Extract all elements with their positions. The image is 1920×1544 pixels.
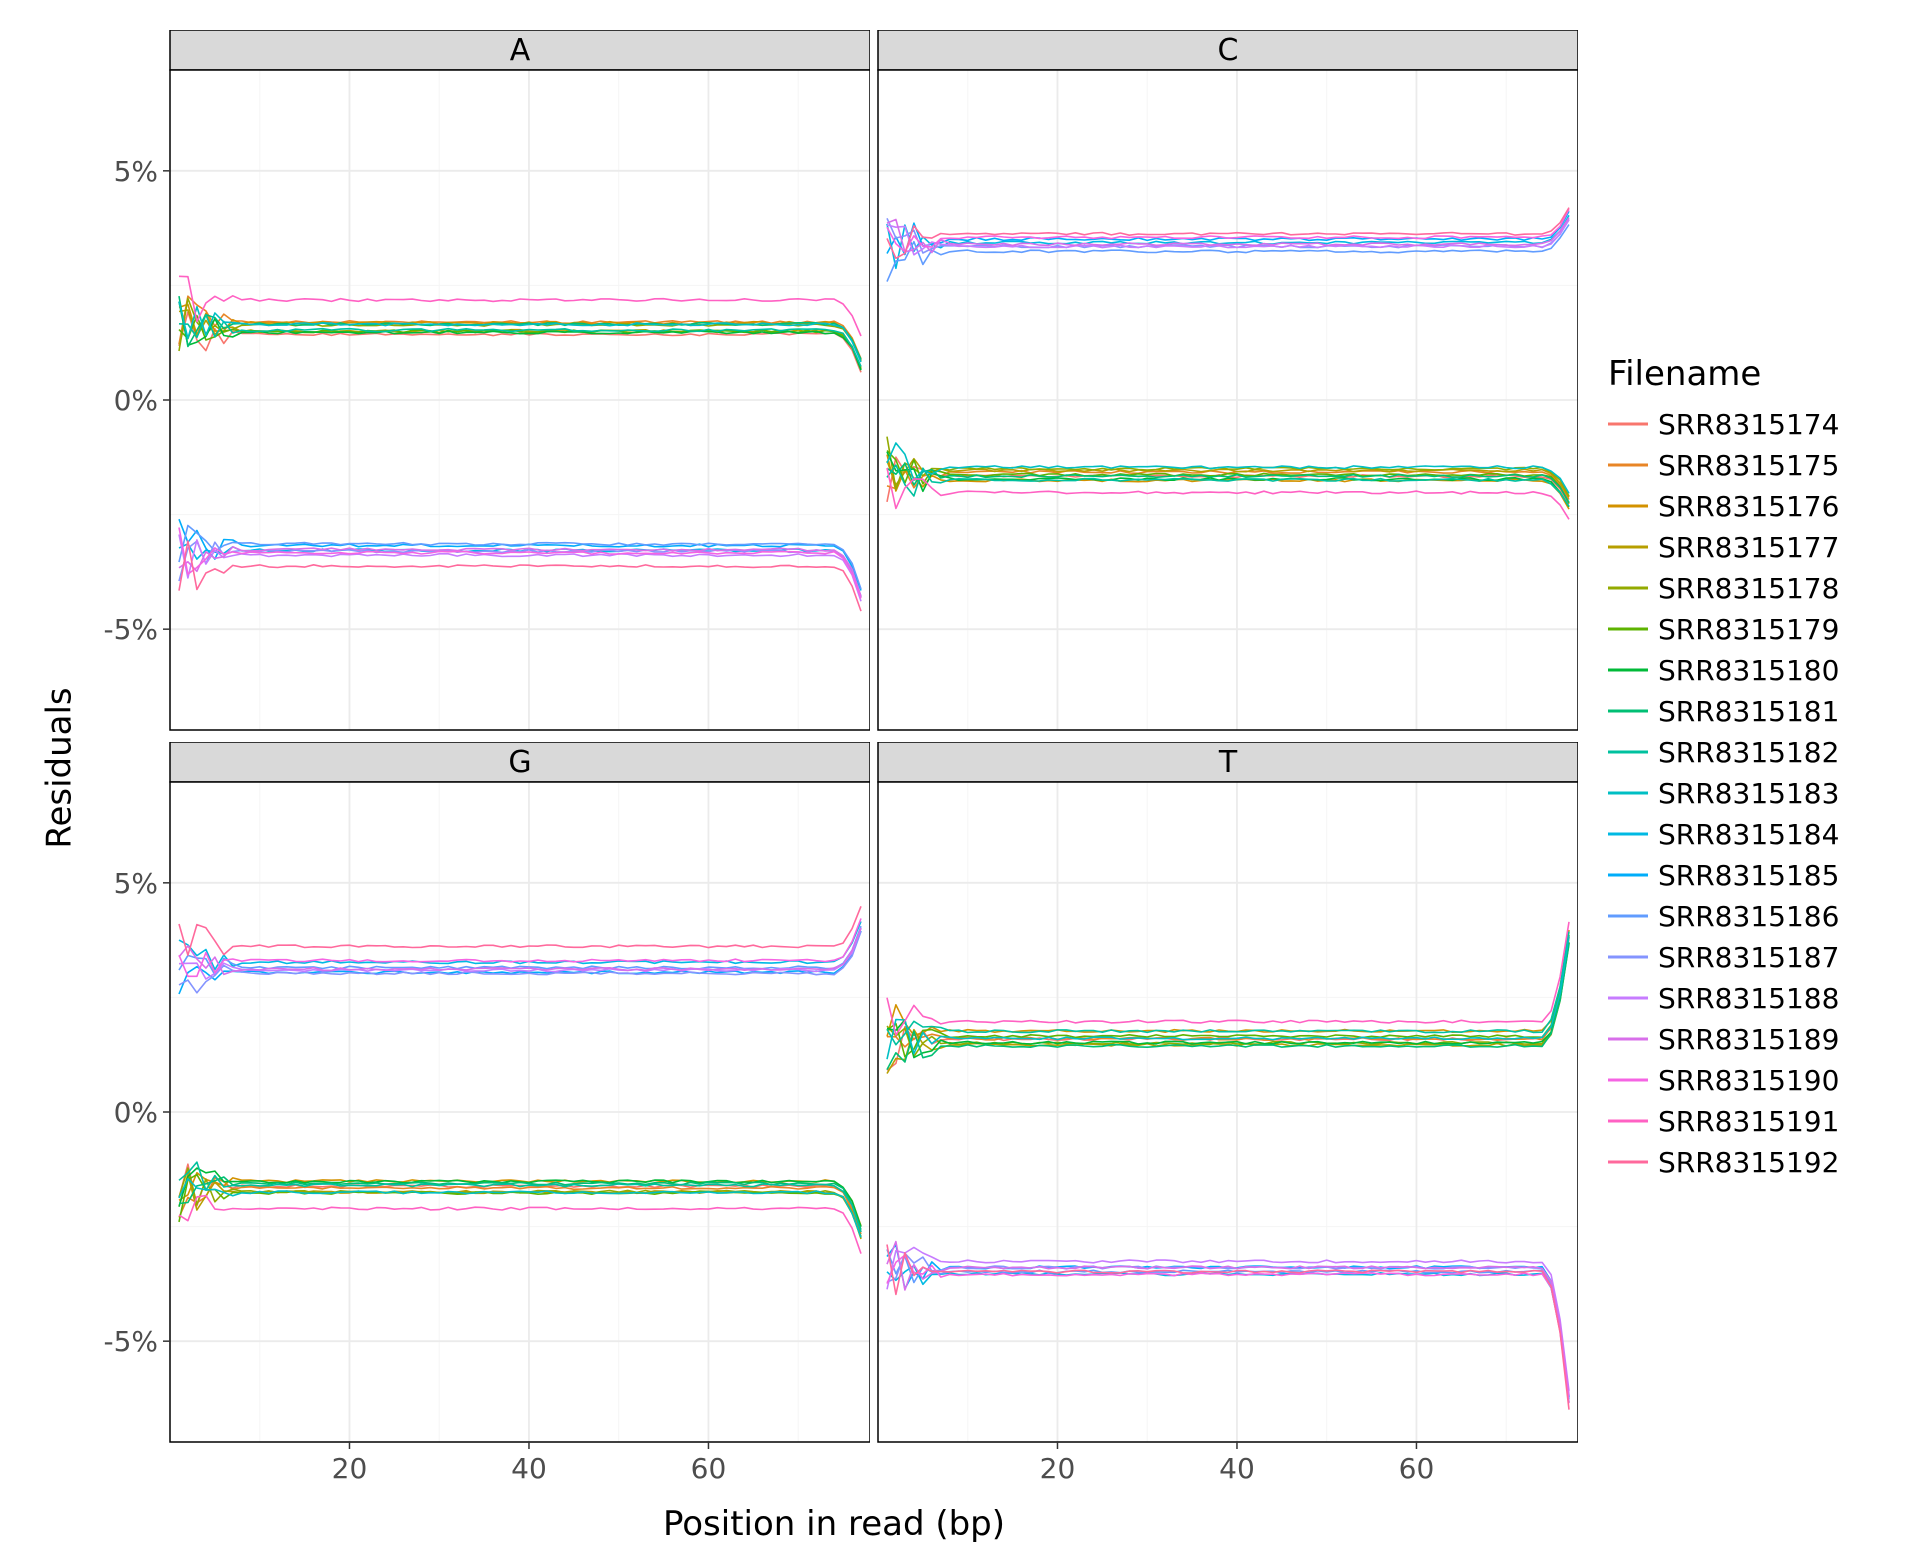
legend-key-icon <box>1608 697 1648 725</box>
x-tick-label: 40 <box>511 1452 547 1485</box>
legend-key-icon <box>1608 943 1648 971</box>
legend: Filename SRR8315174SRR8315175SRR8315176S… <box>1578 30 1839 1506</box>
legend-key-icon <box>1608 574 1648 602</box>
legend-key-icon <box>1608 779 1648 807</box>
legend-item: SRR8315189 <box>1608 1019 1839 1060</box>
legend-label: SRR8315191 <box>1658 1105 1839 1138</box>
legend-key-icon <box>1608 1148 1648 1176</box>
legend-item: SRR8315183 <box>1608 773 1839 814</box>
legend-key-icon <box>1608 1066 1648 1094</box>
legend-key-icon <box>1608 861 1648 889</box>
plot-column: A-5%0%5%CG-5%0%5%204060T204060 Position … <box>90 30 1578 1506</box>
legend-label: SRR8315189 <box>1658 1023 1839 1056</box>
strip-label: T <box>1218 745 1238 780</box>
legend-item: SRR8315174 <box>1608 404 1839 445</box>
legend-label: SRR8315183 <box>1658 777 1839 810</box>
legend-key-icon <box>1608 1025 1648 1053</box>
legend-label: SRR8315177 <box>1658 531 1839 564</box>
legend-label: SRR8315180 <box>1658 654 1839 687</box>
y-tick-label: -5% <box>103 1325 158 1358</box>
legend-key-icon <box>1608 492 1648 520</box>
y-tick-label: 0% <box>114 384 158 417</box>
ylab-text: Residuals <box>40 687 80 848</box>
facet-panel-T: T 20 40 60 <box>870 742 1578 1492</box>
y-axis-label: Residuals <box>30 30 90 1506</box>
legend-key-icon <box>1608 984 1648 1012</box>
legend-item: SRR8315184 <box>1608 814 1839 855</box>
x-tick-label: 60 <box>691 1452 727 1485</box>
legend-item: SRR8315187 <box>1608 937 1839 978</box>
legend-item: SRR8315178 <box>1608 568 1839 609</box>
legend-label: SRR8315181 <box>1658 695 1839 728</box>
facet-panel-G: G -5% 0% 5% 20 40 60 <box>90 742 870 1492</box>
legend-item: SRR8315179 <box>1608 609 1839 650</box>
facet-panel-A: A -5% 0% 5% <box>90 30 870 738</box>
legend-label: SRR8315179 <box>1658 613 1839 646</box>
legend-label: SRR8315186 <box>1658 900 1839 933</box>
legend-label: SRR8315174 <box>1658 408 1839 441</box>
legend-item: SRR8315175 <box>1608 445 1839 486</box>
legend-label: SRR8315185 <box>1658 859 1839 892</box>
x-tick-label: 60 <box>1399 1452 1435 1485</box>
legend-label: SRR8315190 <box>1658 1064 1839 1097</box>
strip-label: C <box>1218 33 1239 68</box>
legend-label: SRR8315187 <box>1658 941 1839 974</box>
legend-key-icon <box>1608 902 1648 930</box>
legend-key-icon <box>1608 1107 1648 1135</box>
legend-key-icon <box>1608 820 1648 848</box>
legend-item: SRR8315180 <box>1608 650 1839 691</box>
legend-item: SRR8315188 <box>1608 978 1839 1019</box>
legend-item: SRR8315182 <box>1608 732 1839 773</box>
legend-key-icon <box>1608 533 1648 561</box>
legend-key-icon <box>1608 738 1648 766</box>
legend-item: SRR8315186 <box>1608 896 1839 937</box>
legend-item: SRR8315185 <box>1608 855 1839 896</box>
legend-label: SRR8315192 <box>1658 1146 1839 1179</box>
y-tick-label: 5% <box>114 867 158 900</box>
legend-label: SRR8315188 <box>1658 982 1839 1015</box>
strip-label: G <box>508 745 531 780</box>
facet-panel-C: C <box>870 30 1578 738</box>
facet-grid: A -5% 0% 5% C G -5% 0% 5% 20 40 60 T 20 40 60 <box>90 30 1578 1496</box>
legend-label: SRR8315176 <box>1658 490 1839 523</box>
x-tick-label: 20 <box>332 1452 368 1485</box>
y-tick-label: 0% <box>114 1096 158 1129</box>
legend-key-icon <box>1608 451 1648 479</box>
legend-label: SRR8315175 <box>1658 449 1839 482</box>
legend-item: SRR8315192 <box>1608 1142 1839 1183</box>
legend-label: SRR8315182 <box>1658 736 1839 769</box>
y-tick-label: 5% <box>114 155 158 188</box>
legend-label: SRR8315178 <box>1658 572 1839 605</box>
legend-items: SRR8315174 SRR8315175 SRR8315176 SRR8315177… <box>1608 404 1839 1183</box>
legend-key-icon <box>1608 410 1648 438</box>
legend-item: SRR8315177 <box>1608 527 1839 568</box>
x-tick-label: 20 <box>1040 1452 1076 1485</box>
legend-title: Filename <box>1608 354 1839 404</box>
legend-item: SRR8315181 <box>1608 691 1839 732</box>
legend-item: SRR8315191 <box>1608 1101 1839 1142</box>
legend-label: SRR8315184 <box>1658 818 1839 851</box>
figure: Residuals A -5% 0% 5% C G -5% 0% 5% 20 40 60 T 20 40 60… <box>0 0 1920 1536</box>
x-axis-label: Position in read (bp) <box>90 1496 1578 1544</box>
legend-item: SRR8315176 <box>1608 486 1839 527</box>
plot-area: Residuals A -5% 0% 5% C G -5% 0% 5% 20 40 60 T 20 40 60… <box>30 30 1578 1506</box>
strip-label: A <box>510 33 531 68</box>
legend-key-icon <box>1608 615 1648 643</box>
legend-key-icon <box>1608 656 1648 684</box>
x-tick-label: 40 <box>1219 1452 1255 1485</box>
legend-item: SRR8315190 <box>1608 1060 1839 1101</box>
y-tick-label: -5% <box>103 613 158 646</box>
xlab-text: Position in read (bp) <box>663 1504 1005 1544</box>
